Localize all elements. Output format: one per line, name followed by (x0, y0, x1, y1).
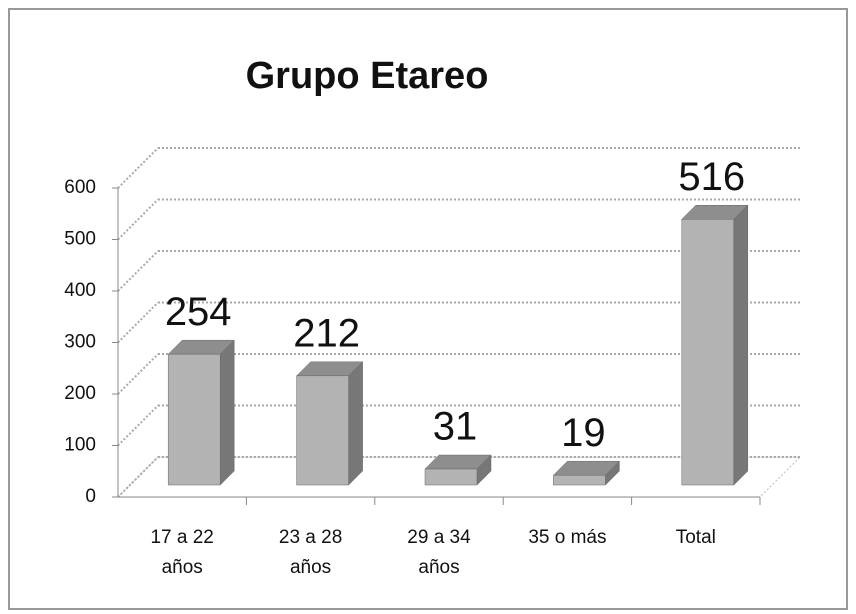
x-tick-label: 17 a 22 años (150, 527, 214, 578)
value-label: 212 (293, 311, 360, 355)
bar (552, 460, 621, 486)
bar (167, 339, 235, 486)
bar-side (219, 339, 235, 486)
y-tick-label: 200 (64, 383, 96, 404)
y-tick-label: 600 (64, 177, 96, 198)
bar-front (553, 474, 606, 486)
bar (295, 361, 364, 486)
bar (681, 204, 749, 486)
x-tick-label: 29 a 34 años (407, 527, 471, 578)
grid-line-side (117, 250, 159, 292)
bar-side (733, 204, 749, 486)
value-label: 19 (561, 411, 606, 455)
bar-front (424, 468, 478, 486)
chart-title: Grupo Etareo (246, 55, 489, 97)
value-label: 31 (433, 405, 478, 449)
grid-line-side (117, 456, 159, 498)
y-tick-label: 300 (64, 332, 96, 353)
x-tick-label: 35 o más (528, 527, 607, 548)
y-tick-label: 0 (85, 486, 96, 507)
grid-line-side (117, 147, 159, 189)
grid-line-side (117, 198, 159, 241)
value-label: 516 (678, 155, 745, 199)
x-tick-label: 23 a 28 años (278, 527, 343, 578)
grid-line-side (117, 353, 159, 395)
grid-line-side (117, 301, 159, 344)
value-label: 254 (165, 290, 232, 334)
bar-side (348, 361, 363, 486)
y-tick-label: 500 (64, 229, 96, 250)
y-tick-label: 100 (64, 435, 96, 456)
bar-front (296, 375, 349, 486)
grid-line-side (117, 404, 159, 447)
x-tick-label: Total (675, 527, 716, 548)
bar-front (167, 353, 221, 486)
bar-front (681, 219, 735, 486)
bar (424, 454, 492, 486)
y-tick-label: 400 (64, 280, 96, 301)
